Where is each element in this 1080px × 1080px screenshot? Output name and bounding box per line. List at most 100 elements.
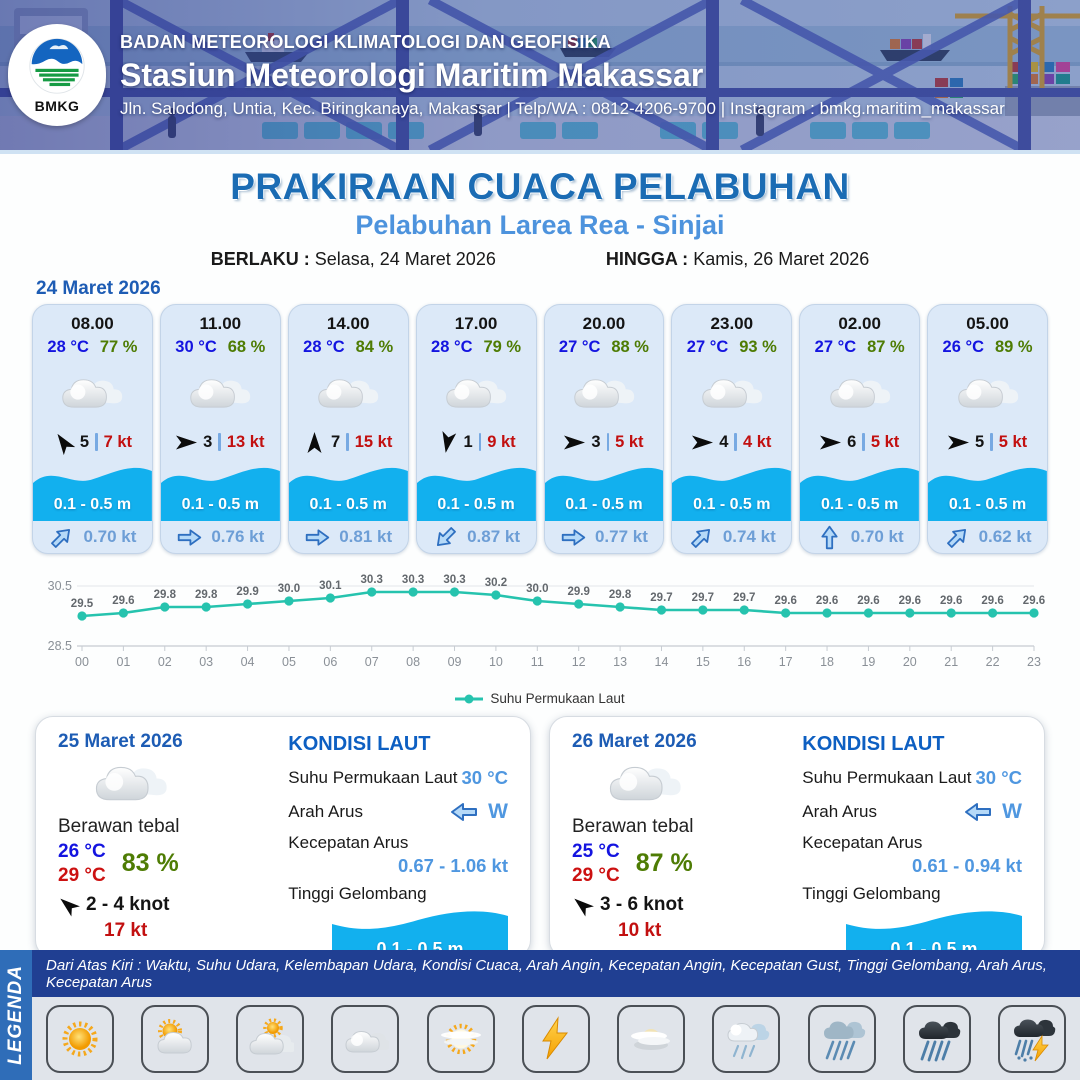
legend-item: Udara Kabur — [413, 1005, 508, 1080]
wind-direction-icon — [60, 898, 80, 917]
bmkg-logo-icon — [29, 38, 85, 94]
current-dir-label: Arah Arus — [802, 802, 877, 821]
svg-text:30.3: 30.3 — [443, 574, 465, 586]
card-humidity: 89 % — [994, 338, 1033, 356]
card-wind-speed: 6 — [847, 432, 857, 451]
svg-text:29.6: 29.6 — [816, 595, 838, 607]
svg-text:29.8: 29.8 — [195, 589, 218, 601]
current-speed-value: 0.61 - 0.94 kt — [911, 855, 1022, 876]
card-current-speed: 0.87 kt — [467, 527, 521, 546]
card-current-speed: 0.76 kt — [211, 527, 265, 546]
wave-height-band: 0.1 - 0.5 m — [416, 459, 536, 521]
current-direction-icon — [690, 528, 710, 548]
current-direction-icon — [821, 525, 838, 549]
station-address: Jln. Salodong, Untia, Kec. Biringkanaya,… — [120, 98, 1005, 118]
current-direction-icon — [178, 528, 202, 546]
daily-card: 25 Maret 2026 Berawan tebal 26 °C 29 °C 8… — [35, 716, 531, 958]
daily-gust: 10 kt — [618, 919, 662, 941]
card-wave-height: 0.1 - 0.5 m — [693, 496, 771, 513]
card-gust: 5 kt — [998, 432, 1028, 451]
hujan-petir-icon — [998, 1005, 1067, 1073]
cerah-berawan-icon — [140, 1005, 209, 1073]
daily-condition: Berawan tebal — [572, 816, 694, 837]
card-current-speed: 0.62 kt — [978, 527, 1032, 546]
hourly-card: 20.00 27 °C 88 % 3 5 kt 0.1 - 0.5 m 0.77 k… — [543, 304, 665, 554]
card-wave-height: 0.1 - 0.5 m — [821, 496, 899, 513]
daily-temp-max: 29 °C — [572, 864, 620, 886]
svg-text:17: 17 — [779, 655, 793, 669]
card-current-speed: 0.77 kt — [594, 527, 648, 546]
svg-text:19: 19 — [861, 655, 875, 669]
wave-height-band: 0.1 - 0.5 m — [672, 459, 792, 521]
station-name: Stasiun Meteorologi Maritim Makassar — [120, 56, 704, 93]
daily-date: 26 Maret 2026 — [572, 731, 697, 752]
legend-item-label: Petir — [542, 1078, 570, 1080]
hourly-cards-row: 08.00 28 °C 77 % 5 7 kt 0.1 - 0.5 m 0.70 k… — [32, 304, 1048, 554]
hourly-card: 05.00 26 °C 89 % 5 5 kt 0.1 - 0.5 m 0.62 k… — [927, 304, 1048, 554]
svg-text:29.6: 29.6 — [981, 595, 1003, 607]
card-wind-speed: 5 — [975, 432, 985, 451]
hourly-card: 14.00 28 °C 84 % 7 15 kt 0.1 - 0.5 m 0.81 … — [287, 304, 409, 554]
legend-item-label: Berawan — [244, 1078, 297, 1080]
svg-text:10: 10 — [489, 655, 503, 669]
card-temp: 27 °C — [814, 338, 857, 356]
svg-text:29.6: 29.6 — [940, 595, 962, 607]
bmkg-logo-text: BMKG — [34, 98, 80, 114]
card-current-speed: 0.70 kt — [83, 527, 137, 546]
berlaku-label: BERLAKU : — [210, 249, 310, 269]
daily-temp-max: 29 °C — [58, 864, 106, 886]
wave-height-band: 0.1 - 0.5 m — [544, 459, 664, 521]
current-direction-icon — [946, 528, 966, 548]
wind-direction-icon — [57, 433, 76, 455]
legend-description: Dari Atas Kiri : Waktu, Suhu Udara, Kele… — [32, 950, 1080, 997]
card-time: 20.00 — [582, 314, 626, 333]
legend-item: Petir — [508, 1005, 603, 1080]
svg-text:29.7: 29.7 — [733, 592, 755, 604]
card-wave-height: 0.1 - 0.5 m — [437, 496, 515, 513]
separator — [218, 433, 221, 451]
legend-item: Kabut — [604, 1005, 699, 1080]
cloudy-icon — [672, 357, 791, 429]
card-wind-speed: 4 — [719, 432, 729, 451]
card-humidity: 88 % — [611, 338, 649, 356]
daily-temp-min: 25 °C — [572, 841, 620, 862]
petir-icon — [521, 1005, 590, 1073]
berawan-icon — [236, 1005, 305, 1073]
svg-text:06: 06 — [323, 655, 337, 669]
svg-text:12: 12 — [572, 655, 586, 669]
card-humidity: 93 % — [739, 338, 777, 356]
current-direction-icon — [561, 528, 586, 546]
cloudy-icon — [33, 357, 152, 429]
card-time: 05.00 — [966, 314, 1009, 333]
legend-item: Berawan — [223, 1005, 318, 1080]
legend-icons-row: Cerah Cerah Berawan Berawan Berawan Teba… — [32, 997, 1080, 1080]
sst-value: 30 °C — [975, 767, 1022, 788]
card-current-speed: 0.74 kt — [722, 527, 776, 546]
current-dir-label: Arah Arus — [288, 802, 363, 821]
legend-item: Hujan Sedang — [794, 1005, 889, 1080]
card-wind-speed: 5 — [79, 432, 90, 451]
legend-item: Hujan Petir — [985, 1005, 1080, 1080]
legend-item-label: Kabut — [634, 1078, 669, 1080]
wave-height-band: 0.1 - 0.5 m — [160, 459, 280, 521]
svg-text:30.3: 30.3 — [361, 574, 383, 586]
current-direction-icon — [965, 803, 992, 821]
hourly-card: 23.00 27 °C 93 % 4 4 kt 0.1 - 0.5 m 0.74 k… — [671, 304, 793, 554]
header: BMKG BADAN METEOROLOGI KLIMATOLOGI DAN G… — [0, 0, 1080, 150]
svg-text:20: 20 — [903, 655, 917, 669]
svg-text:29.8: 29.8 — [154, 589, 177, 601]
hujan-lebat-icon — [903, 1005, 972, 1073]
card-humidity: 79 % — [483, 338, 522, 356]
daily-card: 26 Maret 2026 Berawan tebal 25 °C 29 °C 8… — [549, 716, 1045, 958]
sea-conditions: KONDISI LAUT Suhu Permukaan Laut 30 °C Ar… — [280, 717, 530, 957]
svg-text:16: 16 — [737, 655, 751, 669]
bmkg-logo: BMKG — [8, 24, 106, 126]
svg-text:30.1: 30.1 — [319, 580, 342, 592]
sst-chart: 28.5 30.5 00 01 02 03 04 05 06 07 08 09 10 11 12 13 14 15… — [30, 562, 1050, 706]
wave-label: Tinggi Gelombang — [288, 884, 427, 903]
card-time: 17.00 — [454, 314, 498, 333]
wave-height-band: 0.1 - 0.5 m — [800, 459, 920, 521]
svg-text:18: 18 — [820, 655, 834, 669]
card-wind-speed: 1 — [463, 432, 473, 451]
legend-item-label: Cerah — [61, 1078, 98, 1080]
